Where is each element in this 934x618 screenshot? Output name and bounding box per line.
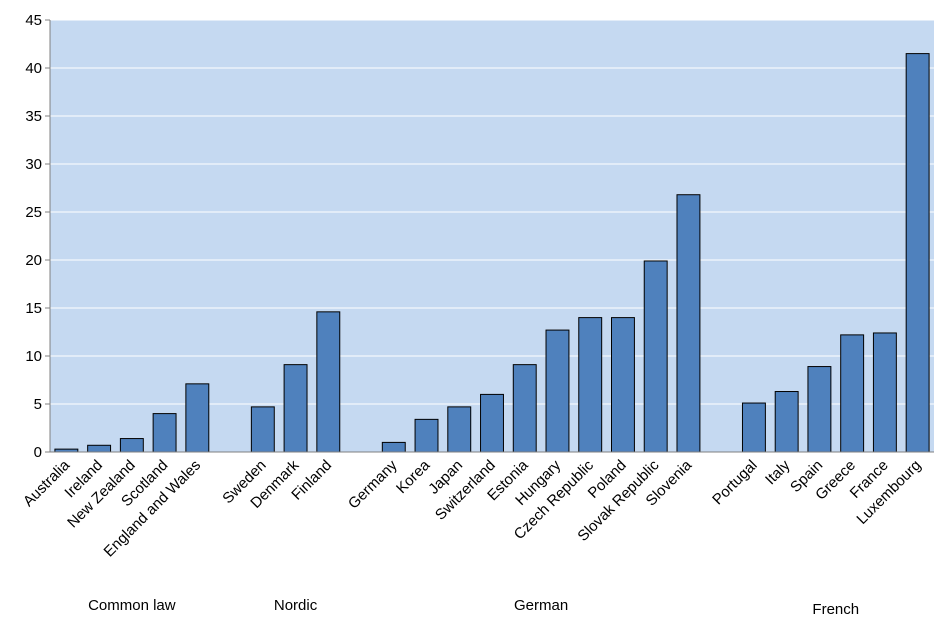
y-tick-label: 35 (25, 108, 42, 125)
bar (578, 317, 603, 453)
category-label: Korea (393, 456, 434, 497)
bar (119, 438, 144, 453)
bar (512, 364, 537, 453)
bar (414, 418, 439, 453)
bar (741, 402, 766, 453)
bar (545, 329, 570, 453)
y-tick-label: 40 (25, 60, 42, 77)
category-label: Australia (20, 456, 74, 510)
y-tick-label: 30 (25, 156, 42, 173)
category-label: Portugal (709, 457, 761, 509)
y-tick-label: 20 (25, 252, 42, 269)
bar (381, 441, 406, 453)
bar (872, 332, 897, 453)
y-tick-label: 45 (25, 12, 42, 29)
bars (54, 53, 930, 453)
plot-background (50, 20, 934, 452)
bar (774, 391, 799, 453)
bar (87, 444, 112, 453)
bar (447, 406, 472, 453)
bar (611, 317, 635, 453)
bar (676, 194, 701, 453)
bar (840, 334, 865, 453)
bar (185, 383, 210, 453)
gridlines (50, 19, 934, 405)
y-tick-label: 5 (34, 396, 42, 413)
bar (316, 311, 341, 453)
group-label: Common law (88, 597, 176, 614)
bar (905, 53, 930, 453)
bar (152, 413, 177, 453)
group-label: Nordic (274, 597, 318, 614)
group-labels: Common law Nordic German French (88, 597, 859, 618)
y-tick-label: 15 (25, 300, 42, 317)
y-tick-label: 25 (25, 204, 42, 221)
bar (250, 406, 275, 453)
group-label: German (514, 597, 568, 614)
bar (807, 366, 832, 453)
y-tick-label: 10 (25, 348, 42, 365)
y-axis-ticks: 0 5 10 15 20 25 30 35 40 45 (25, 12, 50, 461)
y-tick-label: 0 (34, 444, 42, 461)
group-label: French (812, 601, 859, 618)
bar (480, 393, 504, 453)
bar (283, 364, 308, 453)
bar (643, 260, 668, 453)
